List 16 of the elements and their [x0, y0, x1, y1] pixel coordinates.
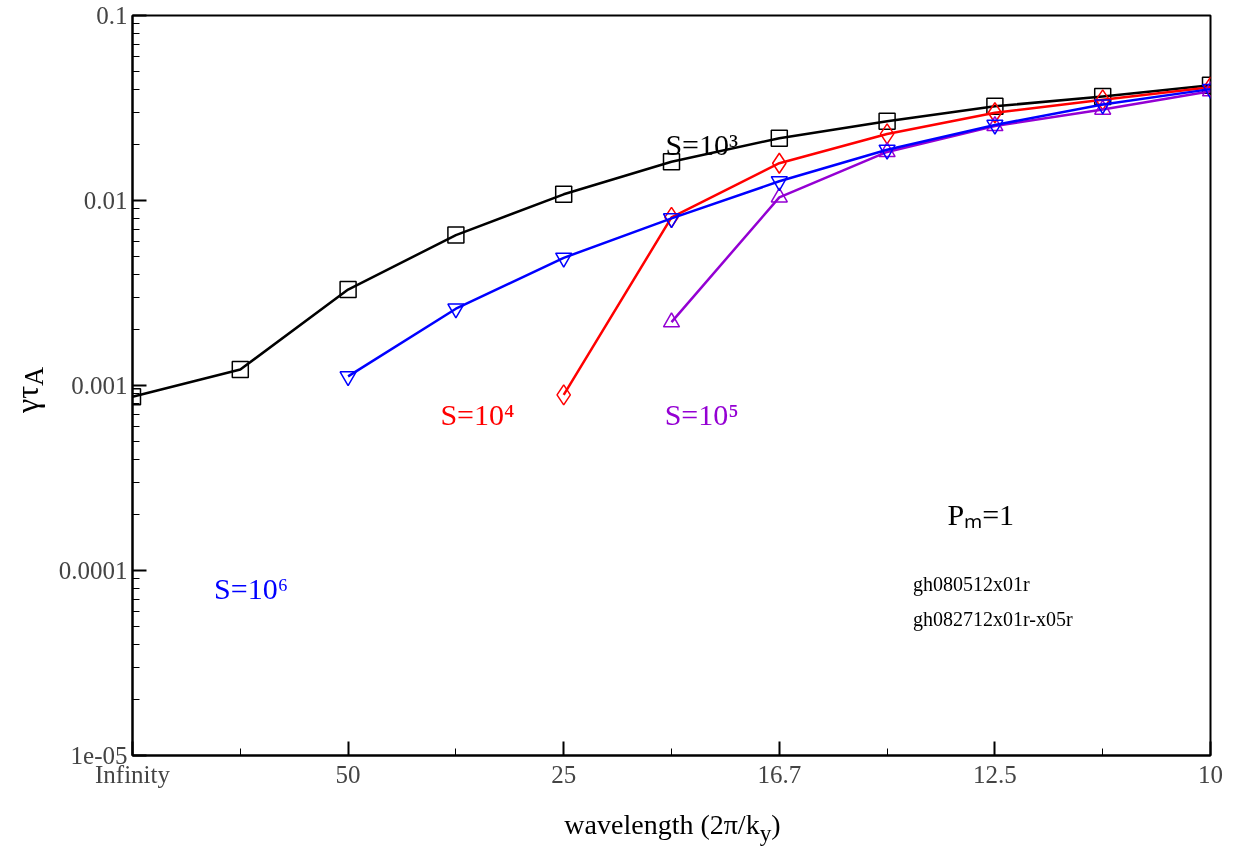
annotation: Pₘ=1: [947, 498, 1015, 532]
text: S=10⁵: [664, 397, 739, 431]
annotation: gh082712x01r-x05r: [912, 607, 1073, 631]
y-tick-label: 0.0001: [58, 557, 128, 584]
y-tick-label: 0.001: [71, 372, 128, 399]
x-tick-label: 16.7: [757, 760, 802, 788]
y-tick-label: 0.01: [83, 187, 128, 214]
x-axis-title: wavelength (2π/k$_{y}$): [563, 808, 782, 848]
y-tick-label: 0.1: [96, 2, 128, 29]
x-tick-label: 25: [551, 760, 577, 788]
x-tick-label: 10: [1198, 760, 1223, 788]
x-tick-label: 50: [335, 760, 361, 788]
series-label: S=10⁴: [440, 397, 515, 431]
annotation: gh080512x01r: [912, 572, 1030, 596]
x-tick-label: 12.5: [973, 760, 1017, 788]
text: S=10⁶: [214, 571, 289, 605]
